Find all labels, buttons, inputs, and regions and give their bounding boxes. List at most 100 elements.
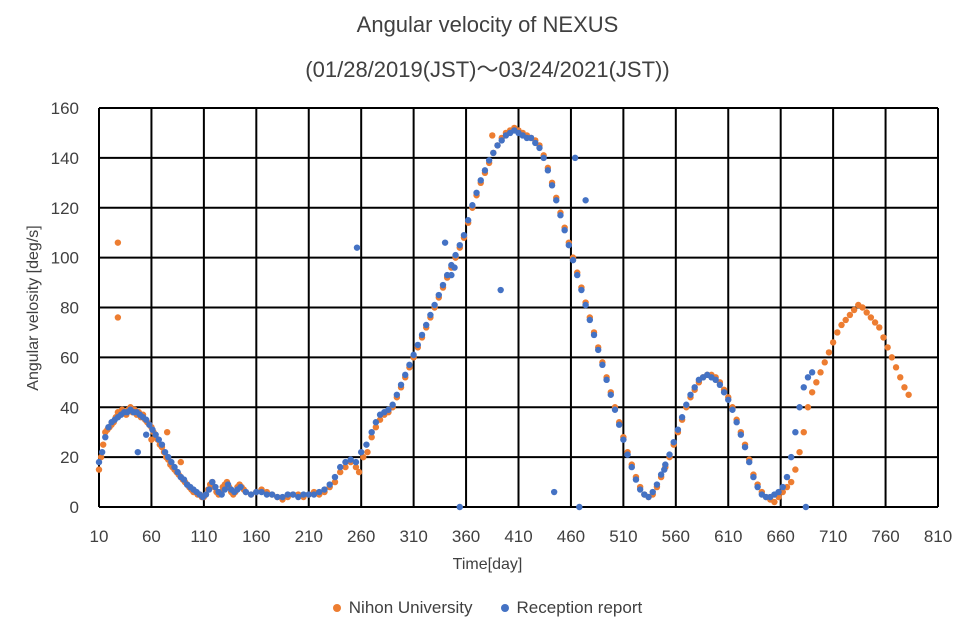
data-point [114,314,122,321]
data-point [775,488,782,496]
data-point [582,197,589,204]
data-point [435,291,442,299]
data-point [171,463,178,471]
x-tick-label: 560 [662,527,690,546]
legend-item-nihon: Nihon University [332,598,473,618]
data-point [670,438,677,446]
data-point [653,481,661,488]
legend-label-nihon: Nihon University [348,598,473,617]
data-point [305,491,312,498]
data-point [105,424,112,431]
data-point [331,473,339,481]
data-point [871,319,879,326]
x-tick-label: 10 [90,527,109,546]
data-point [817,369,824,376]
data-point [337,468,344,476]
data-point [212,483,219,491]
data-point [624,451,631,458]
y-axis-label: Angular velosity [deg/s] [25,225,42,391]
data-point [674,426,682,433]
chart-title: Angular velocity of NEXUS [356,12,619,37]
data-point [599,361,606,369]
data-point [804,374,812,381]
data-point [792,428,799,436]
data-point [607,391,614,398]
data-point [880,334,887,341]
data-point [876,324,883,331]
data-point [712,376,719,384]
x-tick-label: 510 [609,527,637,546]
x-tick-label: 710 [819,527,847,546]
data-point [481,167,489,174]
x-tick-label: 160 [242,527,270,546]
data-point [360,453,367,461]
data-point [274,493,281,501]
data-point [536,144,543,152]
data-point [544,167,552,174]
x-tick-label: 810 [924,527,952,546]
data-point [347,456,354,463]
data-point [95,458,103,466]
data-point [295,493,302,501]
data-point [615,421,623,428]
data-point [754,483,761,491]
data-point [892,364,900,371]
data-point [342,463,349,471]
data-point [553,197,560,204]
data-point [95,466,103,473]
data-point [569,256,577,264]
data-point [842,316,849,324]
data-point [224,481,232,488]
series-0 [95,124,912,506]
x-tick-label: 360 [452,527,480,546]
data-point [494,142,501,149]
data-point [796,404,803,411]
data-point [174,468,181,476]
data-point [152,431,159,438]
data-point [423,321,430,329]
y-tick-label: 160 [51,99,79,118]
data-point [218,491,225,498]
data-point [353,244,361,251]
data-point [557,212,564,219]
data-point [448,271,455,279]
data-point [561,226,568,234]
data-point [99,441,107,448]
data-point [540,154,547,162]
data-point [469,202,476,209]
data-point [603,376,610,384]
y-tick-label: 100 [51,249,79,268]
data-point [645,493,652,501]
data-point [846,311,854,319]
data-point [357,448,365,456]
data-point [284,491,291,498]
x-tick-label: 60 [142,527,161,546]
data-point [209,478,216,486]
data-point [532,139,539,147]
data-point [102,433,109,441]
data-point [406,361,413,369]
data-point [289,491,297,498]
y-tick-label: 140 [51,149,79,168]
data-point [813,379,820,386]
data-point [389,401,396,408]
data-point [460,231,468,239]
chart-legend: Nihon University Reception report [0,598,975,618]
data-point [158,441,166,448]
chart-subtitle: (01/28/2019(JST)～03/24/2021(JST)) [305,57,670,82]
x-axis-label: Time[day] [452,556,523,573]
data-point [578,286,585,294]
data-point [498,137,505,144]
data-point [352,458,360,466]
x-tick-label: 460 [557,527,585,546]
data-point [310,491,318,498]
data-point [804,404,812,411]
data-point [372,424,380,431]
data-point [202,491,210,498]
data-point [666,451,673,458]
data-point [134,448,142,456]
data-point [787,453,795,461]
data-point [863,309,870,316]
data-point [737,431,745,438]
data-point [337,463,344,471]
